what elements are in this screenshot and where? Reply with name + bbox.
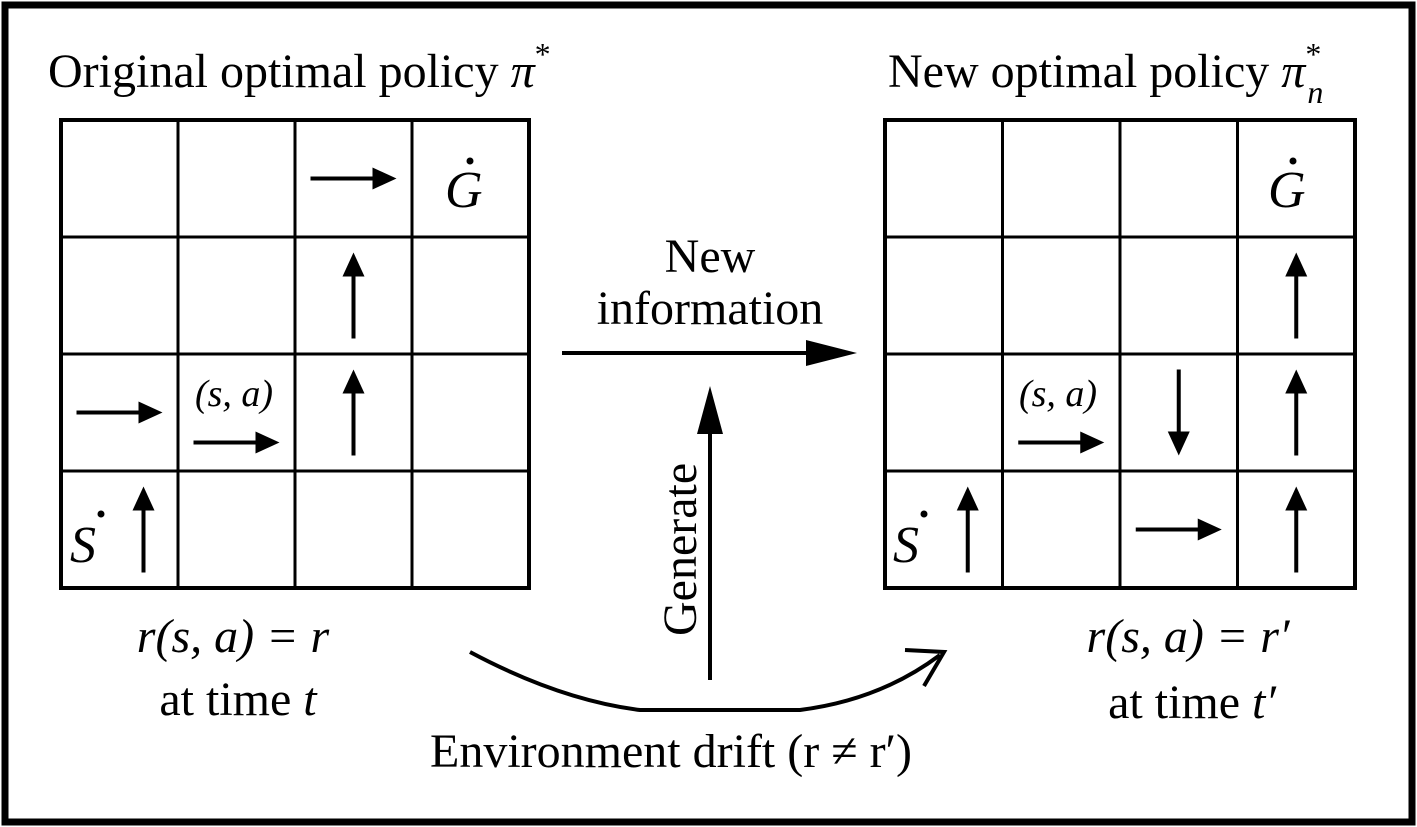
new-information-label-line1: New [665, 230, 756, 283]
environment-drift-label: Environment drift (r ≠ r′) [430, 725, 912, 778]
left-goal-label: G [445, 162, 483, 219]
left-title: Original optimal policy π* [48, 36, 551, 98]
left-policy-arrow-right [310, 167, 397, 190]
new-information-label-line2: information [597, 282, 824, 335]
left-policy-arrow-up [342, 252, 365, 339]
generate-label: Generate [654, 463, 707, 636]
left-goal-dot [466, 157, 474, 165]
left-start-dot [97, 510, 105, 518]
left-reward-equation: r(s, a) = r [137, 610, 330, 663]
right-policy-arrow-up [1285, 486, 1308, 573]
environment-drift-arrow [469, 650, 942, 712]
right-policy-arrow-up [1285, 252, 1308, 339]
right-time-label: at time t′ [1108, 676, 1277, 729]
right-goal-label: G [1268, 162, 1306, 219]
left-policy-arrow-right [76, 401, 163, 424]
right-policy-arrow-down [1167, 369, 1190, 456]
right-start-label: S [893, 517, 919, 574]
left-start-label: S [70, 517, 96, 574]
left-sa-label: (s, a) [195, 373, 273, 415]
generate-arrowhead [697, 386, 723, 434]
left-policy-arrow-right [193, 431, 280, 454]
right-reward-equation: r(s, a) = r′ [1087, 610, 1291, 663]
right-policy-arrow-up [1285, 369, 1308, 456]
right-policy-arrow-up [956, 486, 979, 573]
new-information-arrowhead [806, 340, 857, 366]
left-policy-arrow-up [132, 486, 155, 573]
left-policy-grid [59, 118, 531, 590]
right-policy-arrow-right [1135, 518, 1222, 541]
left-time-label: at time t [159, 673, 318, 726]
right-policy-arrow-right [1018, 431, 1105, 454]
environment-drift-arrowhead [904, 648, 948, 688]
right-title: New optimal policy π* n [888, 36, 1323, 110]
right-start-dot [920, 510, 928, 518]
right-sa-label: (s, a) [1019, 373, 1097, 415]
right-goal-dot [1289, 157, 1297, 165]
left-policy-arrow-up [342, 369, 365, 456]
right-policy-grid [883, 118, 1357, 590]
